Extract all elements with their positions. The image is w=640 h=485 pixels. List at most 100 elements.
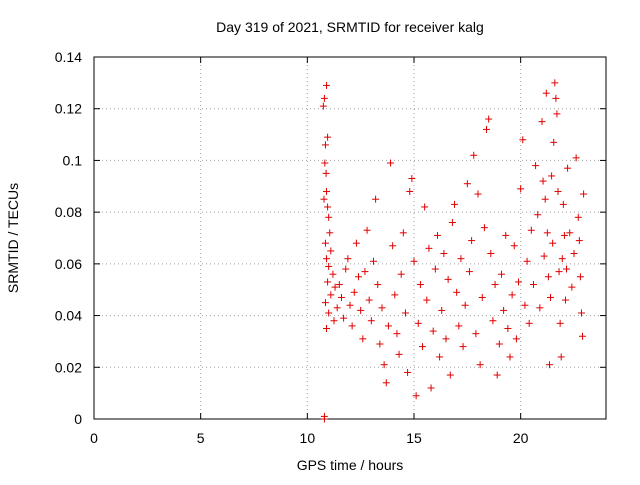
data-point: [433, 231, 441, 239]
data-point: [510, 242, 518, 250]
data-point: [363, 226, 371, 234]
data-points: [319, 79, 588, 423]
data-point: [506, 353, 514, 361]
data-point: [544, 273, 552, 281]
data-point: [440, 250, 448, 258]
data-point: [323, 255, 331, 263]
data-point: [395, 350, 403, 358]
data-point: [504, 325, 512, 332]
data-point: [397, 270, 405, 278]
data-point: [547, 293, 555, 301]
data-point: [431, 265, 439, 273]
data-point: [320, 195, 328, 203]
y-tick-label: 0.02: [55, 359, 82, 375]
data-point: [548, 172, 556, 180]
data-point: [421, 203, 429, 211]
data-point: [453, 288, 461, 296]
data-point: [574, 213, 582, 221]
data-point: [340, 314, 348, 322]
data-point: [378, 304, 386, 312]
data-point: [442, 335, 450, 343]
plot-frame: [93, 56, 607, 420]
data-point: [404, 368, 412, 376]
data-point: [361, 268, 369, 276]
data-point: [519, 136, 527, 144]
data-point: [561, 296, 569, 304]
data-point: [355, 273, 363, 281]
data-point: [554, 187, 562, 195]
data-point: [324, 203, 332, 211]
data-point: [391, 291, 399, 299]
data-point: [465, 268, 473, 276]
data-point: [495, 340, 503, 348]
data-point: [523, 257, 531, 265]
data-point: [577, 309, 585, 317]
data-point: [335, 281, 343, 289]
data-point: [324, 278, 332, 286]
data-point: [374, 281, 382, 289]
x-tick-label: 10: [300, 430, 316, 446]
data-point: [406, 187, 414, 195]
data-point: [321, 239, 329, 247]
data-point: [474, 190, 482, 198]
x-tick-label: 15: [406, 430, 422, 446]
data-point: [539, 177, 547, 185]
data-point: [436, 353, 444, 361]
data-point: [416, 281, 424, 289]
data-point: [508, 291, 516, 299]
data-point: [369, 257, 377, 265]
data-point: [325, 262, 333, 270]
data-point: [517, 185, 525, 193]
y-tick-label: 0.14: [55, 49, 82, 65]
data-point: [459, 343, 467, 351]
data-point: [323, 81, 331, 89]
data-point: [572, 154, 580, 162]
data-point: [357, 306, 365, 314]
data-point: [559, 200, 567, 208]
data-point: [342, 265, 350, 273]
data-point: [323, 325, 331, 332]
data-point: [399, 229, 407, 237]
data-point: [352, 239, 360, 247]
data-point: [570, 250, 578, 258]
data-point: [543, 229, 551, 237]
data-point: [461, 301, 469, 309]
data-point: [579, 332, 587, 340]
data-point: [321, 299, 329, 307]
chart-title: Day 319 of 2021, SRMTID for receiver kal…: [216, 19, 484, 35]
data-point: [320, 412, 328, 420]
y-tick-label: 0.12: [55, 101, 82, 117]
data-point: [324, 133, 332, 141]
data-point: [527, 226, 535, 234]
axis-ticks: 0 0.02 0.04 0.06 0.08 0.1 0.12 0.14 0 5 10 15 20: [55, 49, 606, 446]
data-point: [327, 247, 335, 255]
data-point: [350, 288, 358, 296]
data-point: [367, 317, 375, 325]
data-point: [444, 275, 452, 283]
data-point: [463, 180, 471, 188]
data-point: [423, 296, 431, 304]
x-tick-label: 5: [197, 430, 205, 446]
data-point: [451, 200, 459, 208]
data-point: [319, 102, 327, 110]
data-point: [472, 330, 480, 338]
data-point: [560, 231, 568, 239]
data-point: [446, 371, 454, 379]
data-point: [331, 283, 339, 291]
data-point: [540, 252, 548, 260]
data-point: [515, 278, 523, 286]
data-point: [414, 319, 422, 327]
data-point: [497, 270, 505, 278]
data-point: [325, 309, 333, 317]
data-point: [393, 330, 401, 338]
data-point: [330, 317, 338, 325]
data-point: [327, 291, 335, 299]
data-point: [429, 327, 437, 335]
data-point: [476, 361, 484, 369]
data-point: [502, 231, 510, 239]
data-point: [487, 250, 495, 258]
data-point: [493, 371, 501, 379]
data-point: [480, 224, 488, 232]
data-point: [564, 164, 572, 172]
